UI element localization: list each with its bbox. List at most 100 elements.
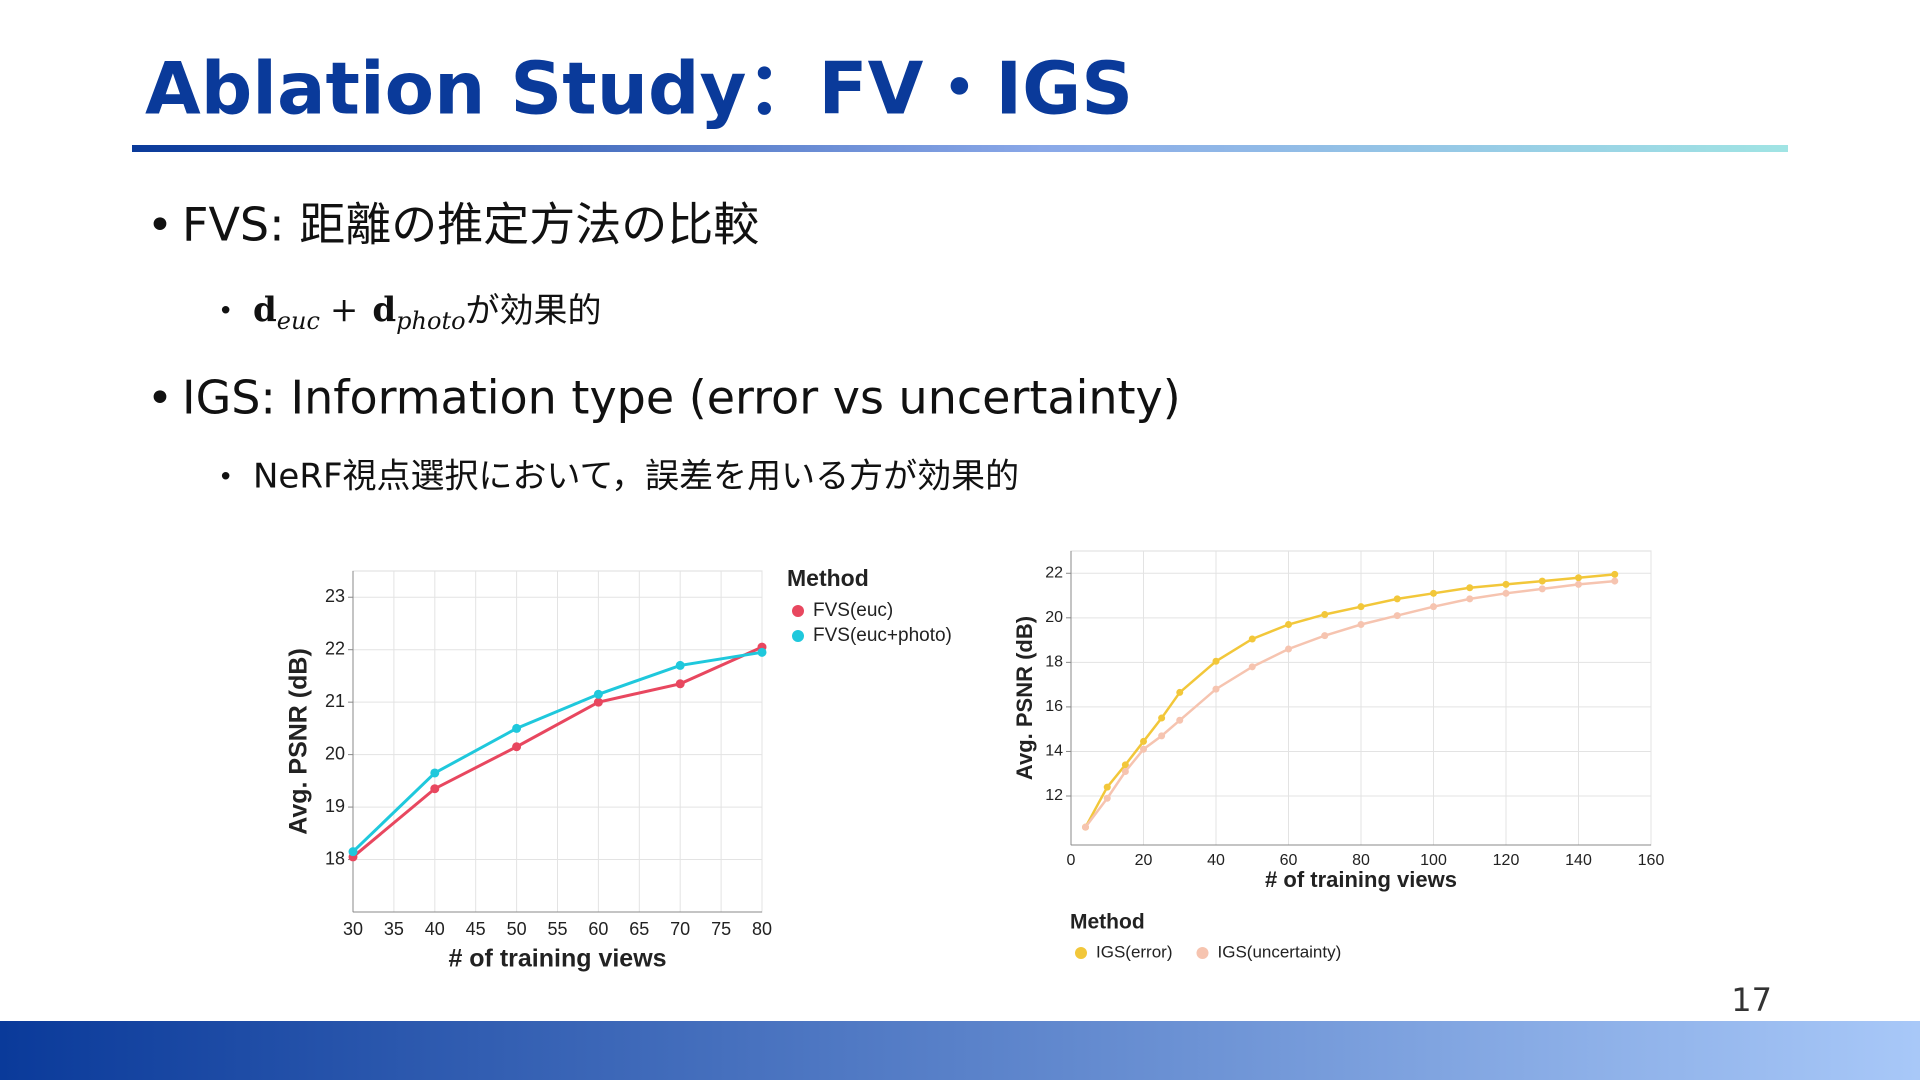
x-tick-label: 40	[1207, 852, 1225, 869]
series-line	[352, 645, 763, 859]
data-point	[1140, 737, 1147, 745]
data-point	[1393, 595, 1401, 603]
x-tick-label: 50	[507, 919, 527, 939]
data-point	[1466, 584, 1474, 592]
legend-label: IGS(uncertainty)	[1218, 942, 1342, 961]
data-point	[1103, 783, 1111, 791]
series-line	[1084, 573, 1615, 828]
data-point	[1538, 577, 1546, 585]
y-tick-label: 18	[325, 848, 345, 868]
legend-marker	[1075, 947, 1087, 959]
data-point	[675, 679, 685, 689]
page-number: 17	[1731, 981, 1772, 1019]
y-tick-label: 20	[325, 743, 345, 763]
data-point	[1082, 823, 1089, 831]
math: d	[372, 290, 396, 330]
series-line	[351, 650, 763, 853]
sub-bullet-text: が効果的	[466, 291, 602, 331]
y-tick-label: 16	[1045, 698, 1063, 715]
data-point	[1321, 610, 1329, 618]
legend-marker	[792, 630, 804, 642]
data-point	[1176, 716, 1184, 724]
x-tick-label: 65	[629, 919, 649, 939]
data-point	[430, 784, 440, 794]
x-tick-label: 160	[1638, 852, 1665, 869]
data-point	[593, 689, 603, 699]
data-point	[1285, 645, 1292, 653]
data-point	[512, 742, 522, 752]
x-tick-label: 35	[384, 919, 404, 939]
chart: 0 20 40 60 80 100 120 140 160 12 14 16 18 20 22 # of tr…	[1012, 550, 1665, 961]
x-tick-label: 100	[1420, 852, 1447, 869]
series-line	[1084, 579, 1615, 828]
bullet-dot: •	[218, 297, 233, 327]
math: +	[330, 290, 359, 330]
legend-title: Method	[787, 565, 869, 591]
chart: 30 35 40 45 50 55 60 65 70 75 80 18 19 20 21 22 23 # of t…	[285, 565, 952, 973]
data-point	[1158, 732, 1166, 740]
data-point	[1248, 663, 1256, 671]
y-tick-label: 12	[1045, 787, 1063, 804]
x-tick-label: 140	[1565, 852, 1592, 869]
data-point	[1357, 621, 1365, 628]
data-point	[675, 660, 685, 670]
data-point	[512, 723, 522, 733]
x-tick-label: 40	[425, 919, 445, 939]
data-point	[1466, 595, 1474, 603]
x-tick-label: 75	[711, 919, 731, 939]
data-point	[1538, 585, 1546, 593]
data-point	[1121, 768, 1129, 775]
math-sub: photo	[396, 307, 465, 335]
data-point	[1611, 577, 1619, 585]
x-tick-label: 70	[670, 919, 690, 939]
data-point	[593, 697, 603, 707]
footer-band	[0, 1021, 1920, 1080]
data-point	[1140, 745, 1147, 753]
y-axis-label: Avg. PSNR (dB)	[285, 648, 313, 835]
data-point	[1502, 589, 1510, 597]
data-point	[1121, 761, 1129, 769]
x-tick-label: 80	[1352, 852, 1370, 869]
data-point	[1285, 621, 1292, 628]
y-tick-label: 22	[1045, 564, 1063, 581]
y-tick-label: 19	[325, 796, 345, 816]
data-point	[1611, 570, 1619, 578]
x-tick-label: 0	[1067, 852, 1076, 869]
legend-title: Method	[1070, 911, 1145, 934]
y-tick-label: 21	[325, 691, 345, 711]
legend-label: IGS(error)	[1096, 942, 1173, 961]
x-tick-label: 80	[752, 919, 772, 939]
bullet: FVS: 距離の推定方法の比較	[182, 198, 759, 252]
x-tick-label: 45	[466, 919, 486, 939]
y-tick-label: 23	[325, 586, 345, 606]
bullet: IGS: Information type (error vs uncertai…	[182, 371, 1181, 425]
legend-marker	[1196, 947, 1209, 959]
math-sub: euc	[277, 307, 320, 335]
data-point	[757, 647, 767, 657]
data-point	[1575, 580, 1582, 588]
data-point	[1502, 580, 1510, 588]
data-point	[1212, 657, 1220, 665]
data-point	[1103, 794, 1111, 802]
data-point	[1158, 714, 1166, 722]
x-tick-label: 55	[547, 919, 567, 939]
x-axis-label: # of training views	[1265, 867, 1457, 892]
sub-bullet: NeRF視点選択において，誤差を用いる方が効果的	[253, 457, 1019, 497]
data-point	[1430, 589, 1437, 597]
bullet-dot: •	[147, 200, 173, 251]
data-point	[1393, 612, 1401, 620]
bullet-dot: •	[147, 373, 173, 424]
y-tick-label: 18	[1045, 654, 1063, 671]
x-tick-label: 30	[343, 919, 363, 939]
sub-bullet-dot: •	[218, 463, 233, 493]
legend-label: FVS(euc+photo)	[813, 625, 952, 646]
x-tick-label: 20	[1135, 852, 1153, 869]
data-point	[1575, 574, 1582, 582]
x-tick-label: 120	[1493, 852, 1520, 869]
slide-title: Ablation Study：FV・IGS	[145, 47, 1133, 131]
title-underline	[132, 145, 1788, 152]
sub-bullet: deuc + dphotoが効果的	[253, 290, 602, 335]
y-axis-label: Avg. PSNR (dB)	[1012, 616, 1037, 780]
